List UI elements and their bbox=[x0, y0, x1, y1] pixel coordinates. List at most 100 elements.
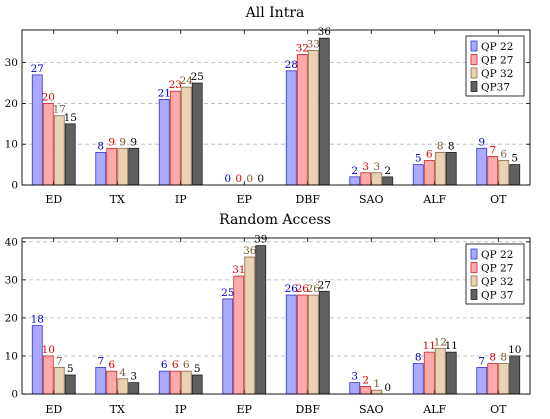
data-label: 18 bbox=[31, 314, 44, 326]
bar bbox=[476, 147, 488, 186]
data-label: 7 bbox=[489, 144, 496, 156]
bar bbox=[158, 98, 170, 186]
data-label: 1 bbox=[373, 378, 380, 390]
bar bbox=[169, 90, 181, 186]
y-tick-label: 0 bbox=[11, 180, 18, 192]
y-tick-label: 20 bbox=[5, 98, 18, 110]
bar bbox=[117, 147, 129, 186]
data-label: 6 bbox=[183, 359, 190, 371]
y-tick-label: 10 bbox=[5, 139, 18, 151]
data-label: 26 bbox=[307, 283, 321, 295]
x-tick-label: DBF bbox=[295, 193, 320, 206]
data-label: 6 bbox=[108, 359, 115, 371]
legend-swatch bbox=[470, 54, 478, 65]
data-label: 9 bbox=[478, 136, 485, 148]
x-tick-label: SAO bbox=[359, 193, 384, 206]
legend-label: QP 37 bbox=[481, 290, 513, 302]
legend-swatch bbox=[470, 248, 478, 260]
bar bbox=[296, 54, 308, 186]
x-tick-label: TX bbox=[110, 403, 125, 416]
data-label: 32 bbox=[296, 42, 309, 54]
x-tick-label: SAO bbox=[359, 403, 384, 416]
data-label: 27 bbox=[318, 279, 331, 291]
data-label: 36 bbox=[243, 245, 257, 257]
x-tick-label: DBF bbox=[295, 403, 320, 416]
bar bbox=[180, 86, 192, 186]
chart-title: All Intra bbox=[245, 5, 305, 21]
data-label: 7 bbox=[478, 355, 485, 367]
chart-title: Random Access bbox=[219, 212, 331, 228]
x-tick-label: ALF bbox=[422, 403, 446, 416]
y-tick-label: 10 bbox=[5, 350, 18, 362]
data-label: 3 bbox=[351, 371, 358, 383]
bar bbox=[255, 245, 267, 395]
bar bbox=[31, 325, 43, 395]
x-tick-label: IP bbox=[175, 193, 187, 206]
x-tick-label: EP bbox=[237, 193, 253, 206]
data-label: 21 bbox=[158, 87, 171, 99]
y-tick-label: 40 bbox=[5, 236, 18, 248]
data-label: 6 bbox=[172, 359, 179, 371]
data-label: 3 bbox=[373, 161, 380, 173]
bar bbox=[296, 294, 308, 395]
data-label: 8 bbox=[448, 140, 455, 152]
data-label: 8 bbox=[489, 352, 496, 364]
bar bbox=[128, 382, 140, 395]
legend-swatch bbox=[470, 40, 478, 52]
data-label: 9 bbox=[108, 136, 115, 148]
bar bbox=[382, 176, 394, 186]
bar bbox=[349, 382, 361, 395]
data-label: 17 bbox=[53, 104, 66, 116]
bar bbox=[412, 363, 424, 395]
legend-swatch bbox=[470, 81, 478, 92]
plot-frame bbox=[21, 237, 531, 395]
x-tick-label: OT bbox=[490, 193, 507, 206]
data-label: 5 bbox=[67, 363, 74, 375]
data-label: 3 bbox=[130, 371, 137, 383]
bar bbox=[445, 351, 457, 395]
bar bbox=[244, 256, 256, 395]
bar bbox=[360, 172, 372, 186]
data-label: 26 bbox=[285, 283, 299, 295]
data-label: 31 bbox=[232, 264, 245, 276]
bar bbox=[434, 151, 446, 186]
data-label: 4 bbox=[119, 367, 126, 379]
bar bbox=[64, 374, 76, 395]
data-label: 39 bbox=[254, 234, 267, 246]
bar bbox=[53, 115, 65, 186]
data-label: 26 bbox=[296, 283, 310, 295]
legend-label: QP 27 bbox=[481, 263, 513, 275]
bar bbox=[53, 366, 65, 395]
bar bbox=[434, 347, 446, 395]
x-tick-label: ED bbox=[45, 403, 62, 416]
data-label: 0 bbox=[257, 173, 264, 185]
bar bbox=[371, 389, 383, 395]
data-label: 8 bbox=[415, 352, 422, 364]
data-label: 25 bbox=[221, 287, 234, 299]
bar bbox=[445, 151, 457, 186]
y-tick-label: 30 bbox=[5, 274, 18, 286]
data-label: 11 bbox=[445, 340, 458, 352]
data-label: 5 bbox=[511, 153, 518, 165]
y-tick-label: 20 bbox=[5, 312, 18, 324]
legend-swatch bbox=[470, 289, 478, 300]
x-tick-label: IP bbox=[175, 403, 187, 416]
data-label: 23 bbox=[169, 79, 182, 91]
bar bbox=[285, 70, 297, 186]
legend-label: QP 22 bbox=[481, 41, 513, 53]
data-label: 5 bbox=[194, 363, 201, 375]
data-label: 0 bbox=[235, 173, 242, 185]
bar bbox=[117, 378, 129, 395]
legend-swatch bbox=[470, 275, 478, 287]
bar bbox=[423, 160, 435, 186]
bar bbox=[476, 366, 488, 395]
data-label: 33 bbox=[307, 38, 320, 50]
bar bbox=[498, 363, 510, 395]
bar bbox=[423, 351, 435, 395]
bar bbox=[191, 374, 203, 395]
data-label: 0 bbox=[384, 382, 391, 394]
y-tick-label: 0 bbox=[11, 389, 18, 401]
